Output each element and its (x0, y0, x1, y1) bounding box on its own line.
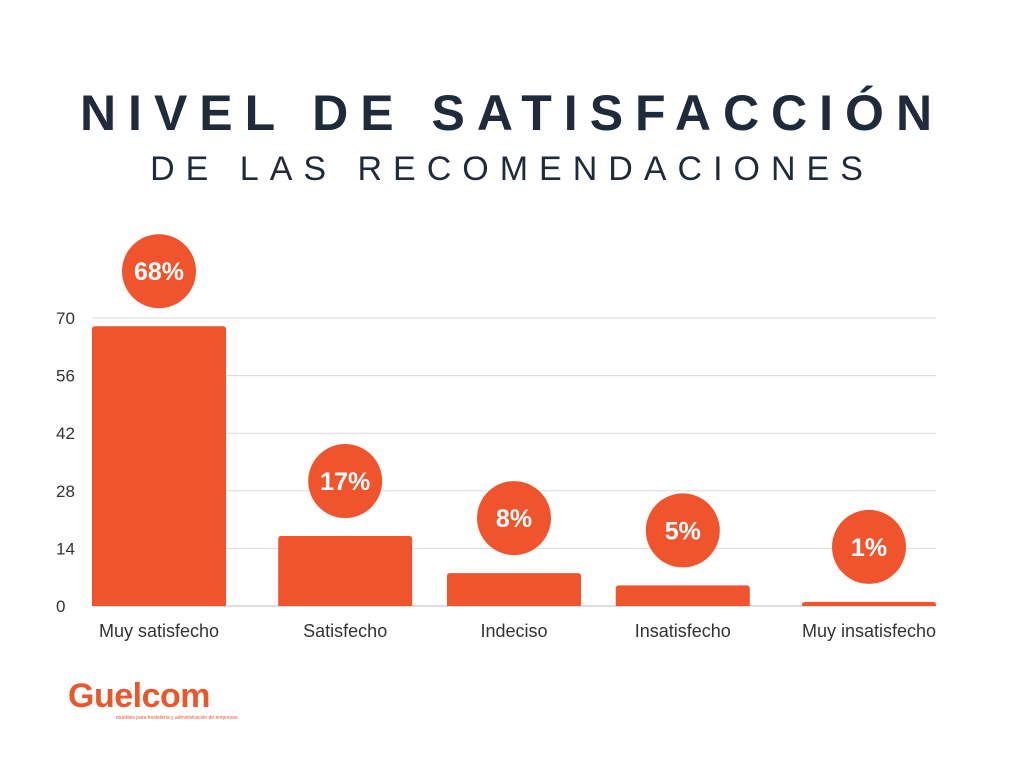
y-tick-label: 28 (56, 482, 75, 501)
logo-wordmark: Guelcom (68, 677, 210, 715)
bar-3 (447, 573, 581, 606)
bar-1 (92, 326, 226, 606)
data-label: 5% (665, 517, 701, 545)
bar-4 (615, 585, 750, 606)
y-tick-label: 42 (56, 424, 75, 443)
logo-tagline: muebles para hostelería y administración… (116, 715, 238, 721)
y-tick-label: 70 (56, 309, 75, 328)
x-tick-label: Insatisfecho (635, 621, 731, 641)
data-label: 1% (851, 534, 887, 562)
data-label: 68% (134, 258, 184, 286)
data-label-circle (308, 444, 383, 519)
data-label-circle (477, 481, 551, 556)
chart-subtitle: DE LAS RECOMENDACIONES (150, 150, 874, 188)
x-tick-label: Satisfecho (303, 621, 387, 641)
brand-logo: Guelcom muebles para hostelería y admini… (68, 678, 237, 721)
y-tick-label: 0 (56, 597, 65, 616)
data-label-circle (645, 493, 720, 568)
y-tick-label: 14 (56, 539, 75, 558)
bar-2 (278, 536, 413, 606)
bar-5 (802, 601, 936, 606)
x-tick-label: Indeciso (480, 621, 547, 641)
x-tick-label: Muy insatisfecho (802, 621, 936, 641)
data-label-circle (832, 509, 906, 584)
chart-title: NIVEL DE SATISFACCIÓN (79, 85, 945, 141)
y-tick-label: 56 (56, 367, 75, 386)
data-label: 17% (320, 468, 370, 496)
data-label-circle (122, 234, 196, 309)
data-label: 8% (496, 505, 532, 533)
x-tick-label: Muy satisfecho (99, 621, 219, 641)
